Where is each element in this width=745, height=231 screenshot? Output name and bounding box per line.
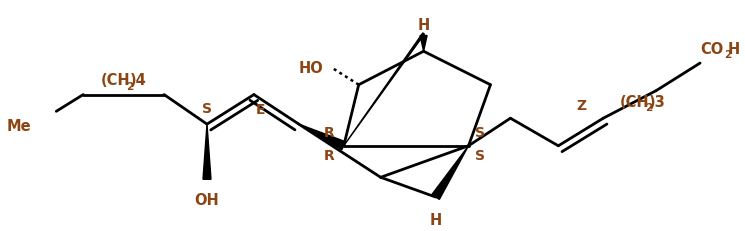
Text: H: H	[429, 213, 442, 228]
Text: Me: Me	[7, 119, 31, 134]
Polygon shape	[299, 124, 346, 150]
Text: H: H	[728, 42, 741, 57]
Text: 2: 2	[126, 82, 133, 92]
Text: 2: 2	[645, 103, 653, 113]
Text: 2: 2	[724, 50, 732, 60]
Text: S: S	[202, 102, 212, 116]
Text: (CH: (CH	[621, 95, 650, 110]
Polygon shape	[343, 33, 425, 146]
Text: H: H	[417, 18, 430, 33]
Polygon shape	[203, 124, 211, 179]
Text: (CH: (CH	[101, 73, 131, 88]
Text: OH: OH	[194, 193, 219, 208]
Polygon shape	[420, 36, 427, 51]
Text: R: R	[323, 149, 335, 163]
Text: )3: )3	[649, 95, 666, 110]
Text: HO: HO	[299, 61, 324, 76]
Text: E: E	[256, 103, 266, 117]
Text: S: S	[475, 126, 486, 140]
Text: Z: Z	[576, 99, 586, 113]
Text: CO: CO	[700, 42, 723, 57]
Text: )4: )4	[130, 73, 147, 88]
Text: R: R	[323, 126, 335, 140]
Polygon shape	[432, 146, 469, 199]
Text: S: S	[475, 149, 486, 163]
